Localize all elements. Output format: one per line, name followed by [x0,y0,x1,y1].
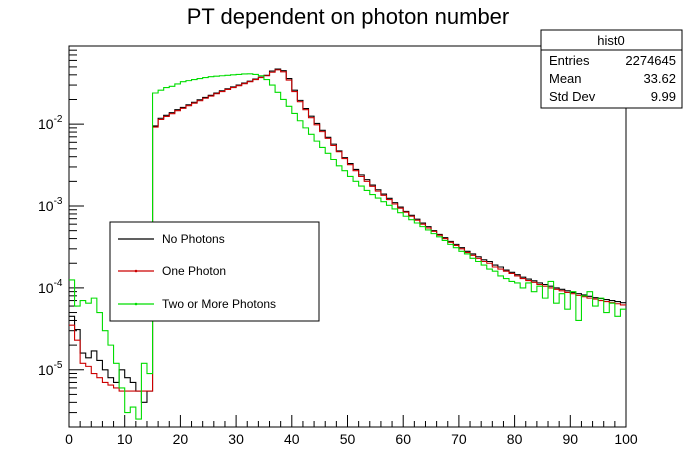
legend-label-one-photon: One Photon [162,264,226,278]
legend-marker-two-or-more-photons [134,302,138,306]
y-tick-label: 10-5 [38,360,63,378]
chart-title: PT dependent on photon number [187,4,510,29]
y-tick-exponent: -5 [54,360,63,371]
stats-entries-label: Entries [549,53,590,68]
x-tick-label: 50 [340,431,356,447]
series-lines [69,68,626,420]
x-tick-label: 90 [563,431,579,447]
x-tick-label: 70 [451,431,467,447]
y-tick-exponent: -4 [54,278,63,289]
series-line-two-or-more-photons [69,73,626,420]
stats-mean-label: Mean [549,71,582,86]
y-tick-label: 10-2 [38,114,63,132]
stats-stddev-label: Std Dev [549,89,596,104]
x-tick-label: 40 [284,431,300,447]
stats-box-name: hist0 [597,33,624,48]
legend: No Photons One Photon Two or More Photon… [109,221,320,322]
x-tick-label: 30 [228,431,244,447]
x-tick-label: 80 [507,431,523,447]
stats-box-frame [540,29,683,109]
y-tick-exponent: -3 [54,196,63,207]
legend-marker-one-photon [134,269,138,273]
x-tick-label: 0 [65,431,73,447]
legend-label-two-or-more-photons: Two or More Photons [162,297,276,311]
stats-entries-value: 2274645 [625,53,676,68]
x-tick-label: 60 [395,431,411,447]
legend-label-no-photons: No Photons [162,232,225,246]
y-tick-exponent: -2 [54,114,63,125]
x-tick-label: 100 [614,431,638,447]
x-axis: 0 10 20 30 40 50 60 70 80 90 100 [65,415,638,447]
series-line-one-photon [69,69,626,392]
y-tick-label: 10-4 [38,278,63,296]
y-tick-label: 10-3 [38,196,63,214]
x-tick-label: 20 [173,431,189,447]
stats-box: hist0 Entries 2274645 Mean 33.62 Std Dev… [540,29,683,109]
y-axis: 10-5 10-4 10-3 10-2 [38,45,84,428]
stats-stddev-value: 9.99 [651,89,676,104]
x-tick-label: 10 [117,431,133,447]
stats-mean-value: 33.62 [643,71,676,86]
